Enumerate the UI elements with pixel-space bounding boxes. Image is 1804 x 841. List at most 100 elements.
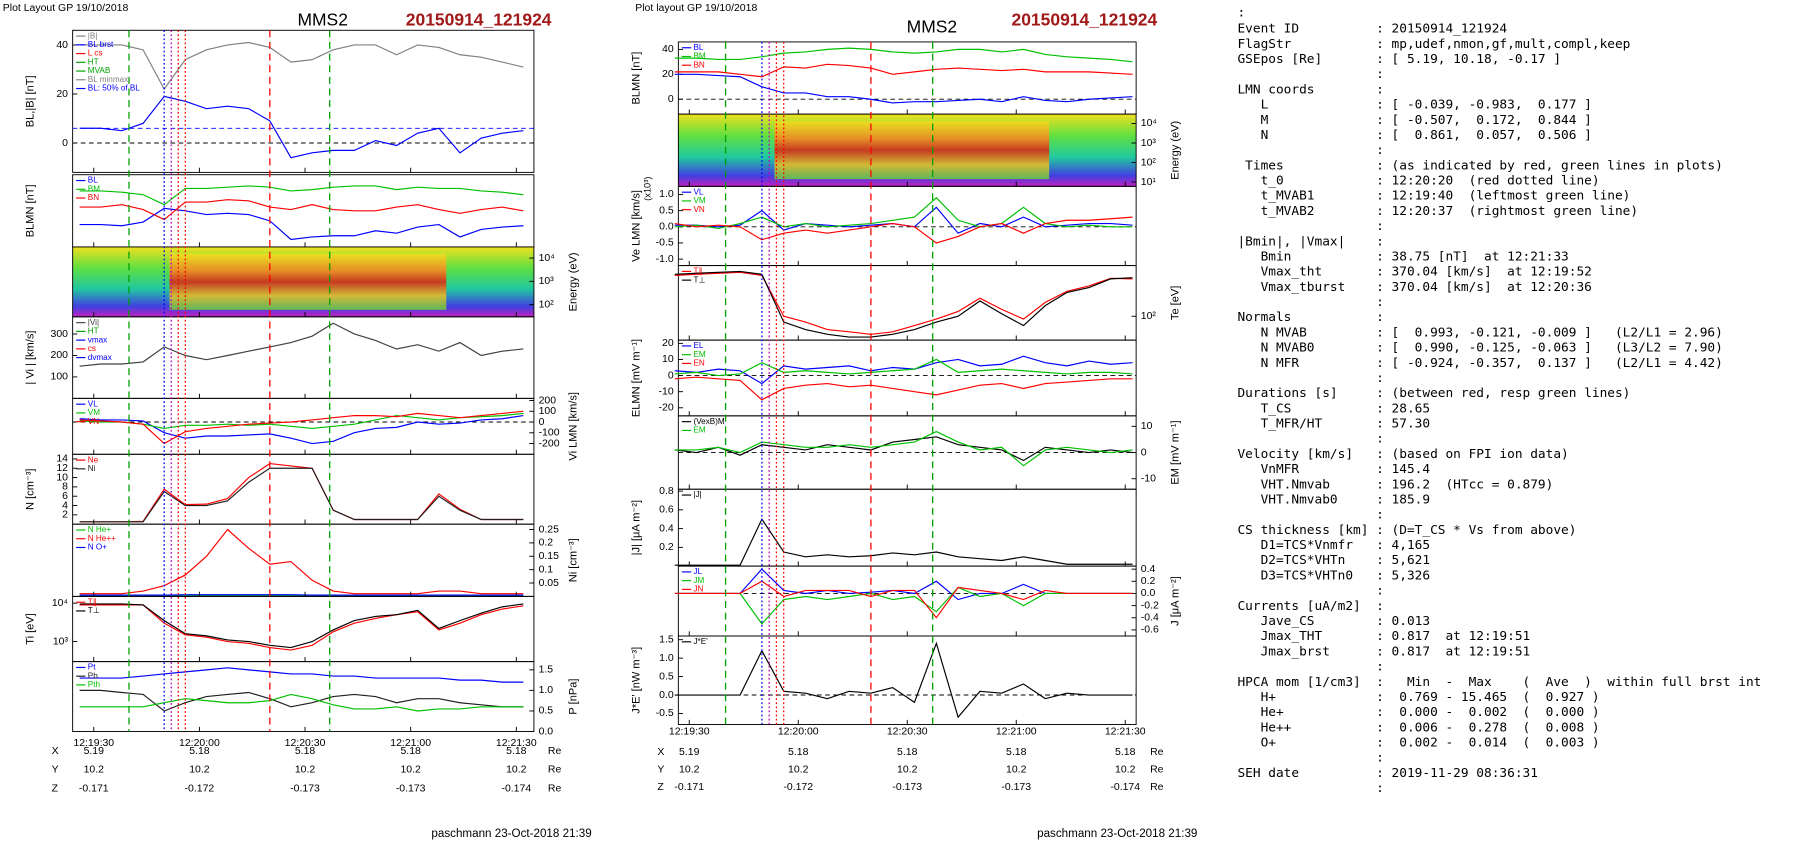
table-value: -0.174 <box>501 783 531 794</box>
info-line: HPCA mom [1/cm3] : Min - Max ( Ave ) wit… <box>1237 675 1761 690</box>
y-tick-label: 10 <box>1141 421 1153 432</box>
table-row-label: X <box>52 746 59 757</box>
info-line: Times : (as indicated by red, green line… <box>1237 158 1722 173</box>
info-line: Jave_CS : 0.013 <box>1237 614 1430 629</box>
legend-label: T⊥ <box>693 275 705 284</box>
y-tick-label: -0.4 <box>1141 613 1159 624</box>
y-tick-label: -200 <box>539 438 560 449</box>
x-tick-label: 12:21:30 <box>1105 726 1146 737</box>
legend-label: HT <box>88 327 99 336</box>
plot-title: MMS2 <box>297 10 347 30</box>
y-tick-label: -0.2 <box>1141 600 1159 611</box>
legend-label: EM <box>693 426 705 435</box>
legend-label: BM <box>693 52 705 61</box>
legend-label: T∥ <box>693 267 702 276</box>
panel-frame <box>72 29 535 173</box>
y-axis-label-scale: (x10³) <box>643 177 653 201</box>
y-tick-label: 0.05 <box>539 578 560 589</box>
series-line <box>79 415 524 445</box>
y-tick-label: 20 <box>662 338 674 349</box>
y-tick-label: 0.0 <box>659 222 674 233</box>
panel-frame <box>677 339 1137 417</box>
legend-label: dvmax <box>88 353 112 362</box>
y-tick-label: 10³ <box>539 276 555 287</box>
y-tick-label: 0.8 <box>659 486 674 497</box>
info-line: t_MVAB2 : 12:20:37 (rightmost green line… <box>1237 204 1638 219</box>
info-line: : <box>1237 508 1383 523</box>
info-line: N MVAB0 : [ 0.990, -0.125, -0.063 ] (L3/… <box>1237 341 1722 356</box>
series-line <box>674 641 1133 719</box>
info-line: VHT.Nmvab0 : 185.9 <box>1237 492 1430 507</box>
series-line <box>79 667 524 683</box>
info-line: N MVAB : [ 0.993, -0.121, -0.009 ] (L2/L… <box>1237 325 1722 340</box>
info-line: L : [ -0.039, -0.983, 0.177 ] <box>1237 98 1591 113</box>
y-axis-label: Energy (eV) <box>567 252 579 311</box>
series-line <box>674 436 1133 462</box>
event-id: 20150914_121924 <box>1011 10 1157 30</box>
y-axis-label: Ve LMN [km/s] <box>630 190 642 262</box>
table-unit: Re <box>548 746 562 757</box>
y-tick-label: 10³ <box>1141 138 1157 149</box>
series-line <box>79 95 524 159</box>
y-tick-label: 0.5 <box>659 671 674 682</box>
info-line: |Bmin|, |Vmax| : <box>1237 234 1383 249</box>
legend-label: |J| <box>693 490 701 499</box>
info-line: O+ : 0.002 - 0.014 ( 0.003 ) <box>1237 736 1599 751</box>
table-value: 10.2 <box>84 765 105 776</box>
y-tick-label: -1.0 <box>656 254 674 265</box>
legend-label: JM <box>693 576 704 585</box>
y-tick-label: 0.2 <box>659 542 674 553</box>
table-value: 10.2 <box>679 765 700 776</box>
y-tick-label: 1.0 <box>539 685 554 696</box>
x-tick-label: 12:19:30 <box>73 738 114 749</box>
info-line: : <box>1237 143 1383 158</box>
y-tick-label: 20 <box>662 69 674 80</box>
series-line <box>674 216 1133 244</box>
info-line: Vmax_tburst : 370.04 [km/s] at 12:20:36 <box>1237 280 1591 295</box>
y-axis-label: | Vi | [km/s] <box>25 331 37 385</box>
info-line: D1=TCS*Vnmfr : 4,165 <box>1237 538 1430 553</box>
series-line <box>79 689 524 712</box>
info-line: : <box>1237 751 1383 766</box>
table-row-label: Z <box>657 782 664 793</box>
series-line <box>674 47 1133 63</box>
series-line <box>79 185 524 206</box>
legend-label: BN <box>88 193 99 202</box>
series-line <box>79 528 524 595</box>
table-value: 5.18 <box>1115 747 1136 758</box>
info-line: N MFR : [ -0.924, -0.357, 0.137 ] (L2/L1… <box>1237 356 1722 371</box>
y-tick-label: 10² <box>1141 157 1157 168</box>
y-axis-label: |J| [μA m⁻²] <box>630 500 642 555</box>
y-tick-label: -100 <box>539 428 560 439</box>
info-line: FlagStr : mp,udef,nmon,gf,mult,compl,kee… <box>1237 37 1630 52</box>
legend-label: VM <box>693 196 705 205</box>
x-tick-label: 12:21:00 <box>390 738 431 749</box>
x-tick-label: 12:20:30 <box>285 738 326 749</box>
legend-label: JL <box>693 567 702 576</box>
y-tick-label: 0 <box>62 138 68 149</box>
y-tick-label: 14 <box>56 454 68 465</box>
series-line <box>674 355 1133 385</box>
y-tick-label: 0.5 <box>659 205 674 216</box>
info-line: Currents [uA/m2] : <box>1237 599 1383 614</box>
y-axis-label: J*E' [nW m⁻³] <box>630 647 642 714</box>
table-unit: Re <box>548 783 562 794</box>
info-line: Jmax_THT : 0.817 at 12:19:51 <box>1237 629 1530 644</box>
series-line <box>79 412 524 430</box>
y-axis-label: Vi LMN [km/s] <box>567 392 579 461</box>
series-line <box>674 63 1133 78</box>
y-tick-label: 6 <box>62 491 68 502</box>
info-line: : <box>1237 584 1383 599</box>
series-line <box>79 604 524 651</box>
series-line <box>79 462 524 523</box>
table-unit: Re <box>1150 782 1164 793</box>
legend-label: |B| <box>88 31 98 40</box>
series-line <box>674 430 1133 467</box>
legend-label: Pt <box>88 663 96 672</box>
panel-frame <box>72 661 535 732</box>
table-value: 5.18 <box>189 746 210 757</box>
y-tick-label: -0.5 <box>656 238 674 249</box>
table-unit: Re <box>1150 765 1164 776</box>
